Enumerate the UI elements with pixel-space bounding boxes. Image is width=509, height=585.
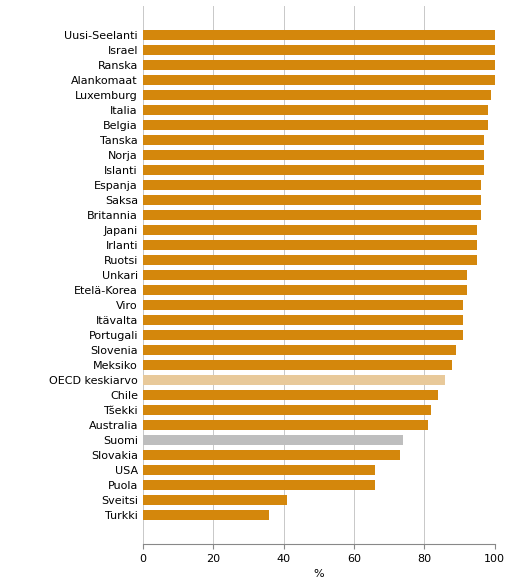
Bar — [143, 121, 487, 130]
Bar — [143, 480, 374, 490]
Bar — [143, 150, 483, 160]
X-axis label: %: % — [313, 569, 323, 579]
Bar — [143, 210, 479, 220]
Bar — [143, 375, 444, 385]
Bar — [143, 270, 466, 280]
Bar — [143, 180, 479, 190]
Bar — [143, 405, 431, 415]
Bar — [143, 420, 427, 429]
Bar — [143, 510, 269, 519]
Bar — [143, 60, 494, 70]
Bar — [143, 75, 494, 85]
Bar — [143, 30, 494, 40]
Bar — [143, 240, 476, 250]
Bar — [143, 360, 451, 370]
Bar — [143, 345, 455, 355]
Bar — [143, 450, 399, 460]
Bar — [143, 465, 374, 474]
Bar — [143, 90, 490, 100]
Bar — [143, 300, 462, 310]
Bar — [143, 105, 487, 115]
Bar — [143, 315, 462, 325]
Bar — [143, 285, 466, 295]
Bar — [143, 495, 287, 505]
Bar — [143, 165, 483, 175]
Bar — [143, 225, 476, 235]
Bar — [143, 330, 462, 340]
Bar — [143, 45, 494, 55]
Bar — [143, 435, 403, 445]
Bar — [143, 255, 476, 265]
Bar — [143, 195, 479, 205]
Bar — [143, 390, 438, 400]
Bar — [143, 135, 483, 145]
